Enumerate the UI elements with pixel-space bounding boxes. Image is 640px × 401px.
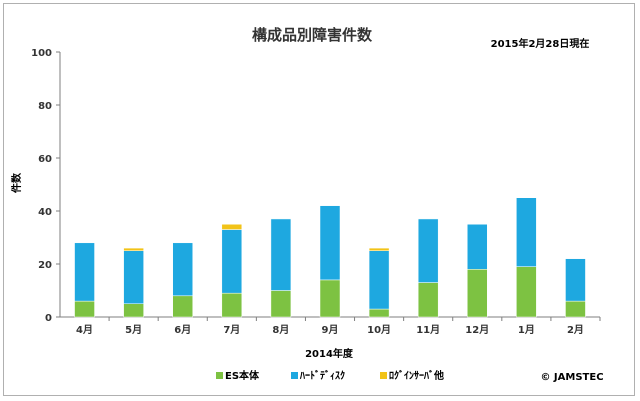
legend-swatch [216,372,223,379]
bar-segment-2 [368,250,390,310]
bar-segment-1 [270,290,292,318]
legend-swatch [291,372,298,379]
bar-segment-3 [368,247,390,252]
bar-segment-1 [221,292,243,318]
y-axis-label: 件数 [10,172,23,193]
bar-segment-2 [270,218,292,291]
bar-segment-2 [516,197,537,267]
x-tick-label: 12月 [465,324,489,336]
bar-segment-1 [123,303,144,318]
x-tick-label: 10月 [367,324,391,336]
bar-segment-3 [221,224,243,230]
bar-segment-2 [319,205,341,281]
y-tick-label: 0 [45,313,52,324]
x-tick-label: 1月 [518,324,535,336]
bar-segment-2 [74,242,95,302]
legend-swatch [380,372,387,379]
bar-segment-1 [74,300,95,318]
bar-segment-2 [467,224,488,270]
x-axis-label: 2014年度 [305,347,354,360]
y-tick-label: 40 [38,207,52,218]
bar-segment-1 [368,308,390,318]
legend-label: ES本体 [225,369,260,382]
y-tick-label: 20 [38,260,52,271]
y-tick-label: 80 [38,101,52,112]
as-of-date: 2015年2月28日現在 [491,37,590,50]
bar-segment-1 [565,300,586,318]
plot-area: 0 20 40 60 80 100 4月 5月 6月 7月 8月 9月 10月 11月 12月 1月 2月 [31,48,601,336]
y-tick-label: 60 [38,154,52,165]
x-tick-label: 4月 [76,324,93,336]
bar-segment-2 [565,258,586,302]
bar-segment-1 [172,295,193,318]
chart-title: 構成品別障害件数 [252,26,373,44]
bar-segment-2 [123,250,144,304]
bar-segment-2 [172,242,193,297]
x-tick-label: 7月 [223,324,240,336]
bar-segment-2 [417,218,439,283]
x-tick-label: 11月 [416,324,440,336]
legend: ES本体 ﾊｰﾄﾞﾃﾞｨｽｸ ﾛｸﾞｲﾝｻｰﾊﾞ他 [216,369,444,382]
x-tick-label: 8月 [272,324,289,336]
bar-segment-1 [417,282,439,318]
bar-segment-1 [467,269,488,318]
legend-label: ﾊｰﾄﾞﾃﾞｨｽｸ [299,369,345,382]
x-tick-label: 2月 [567,324,584,336]
bar-segment-1 [319,279,341,318]
bar-segment-3 [123,247,144,252]
bar-segment-2 [221,229,243,294]
legend-label: ﾛｸﾞｲﾝｻｰﾊﾞ他 [389,369,444,382]
copyright: © JAMSTEC [540,372,603,383]
bar-segment-1 [516,266,537,318]
y-tick-label: 100 [31,48,52,59]
x-tick-label: 9月 [322,324,339,336]
x-tick-label: 6月 [174,324,191,336]
x-tick-label: 5月 [125,324,142,336]
